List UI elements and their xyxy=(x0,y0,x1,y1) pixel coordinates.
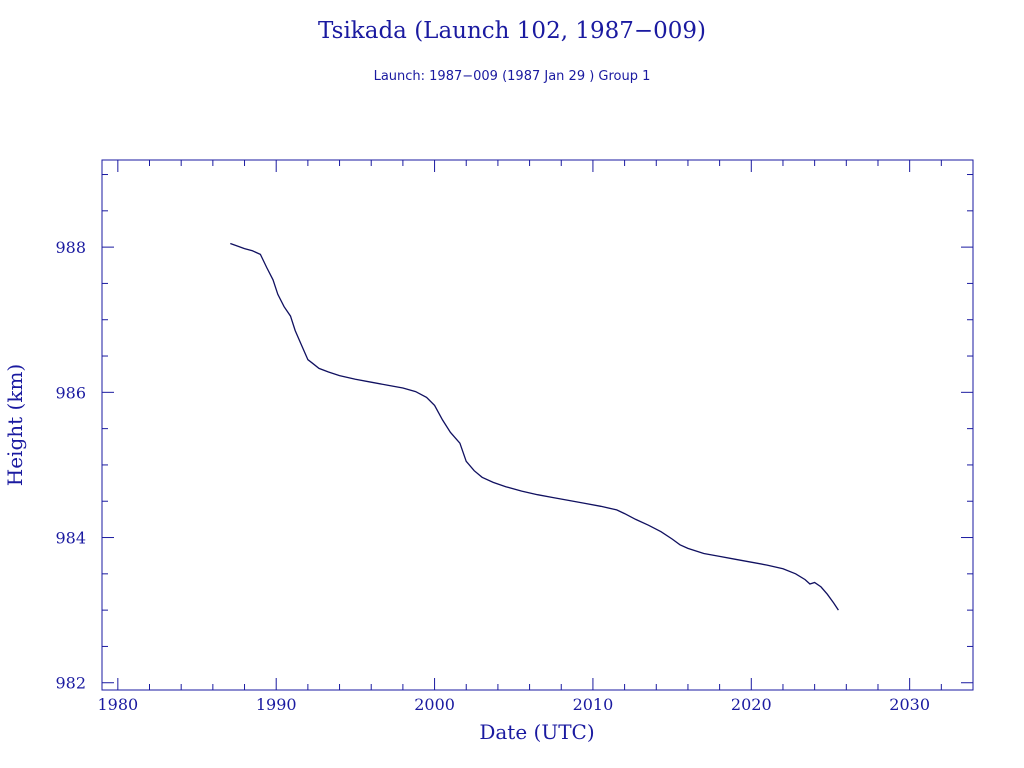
x-tick-label: 2000 xyxy=(414,695,455,714)
axis-ticks xyxy=(102,160,974,690)
chart-subtitle: Launch: 1987−009 (1987 Jan 29 ) Group 1 xyxy=(374,69,651,84)
x-tick-label: 1980 xyxy=(97,695,138,714)
y-tick-label: 982 xyxy=(55,674,86,693)
y-tick-label: 988 xyxy=(55,238,86,257)
chart-title: Tsikada (Launch 102, 1987−009) xyxy=(318,18,706,44)
x-tick-label: 2010 xyxy=(573,695,614,714)
x-tick-label: 1990 xyxy=(256,695,297,714)
x-axis-label: Date (UTC) xyxy=(479,720,594,744)
height-series-line xyxy=(230,242,839,611)
plot-frame xyxy=(101,159,974,691)
y-tick-label: 984 xyxy=(55,529,86,548)
y-tick-label: 986 xyxy=(55,383,86,402)
x-tick-label: 2030 xyxy=(889,695,930,714)
y-axis-label: Height (km) xyxy=(3,364,27,486)
x-tick-label: 2020 xyxy=(731,695,772,714)
axis-tick-labels: 1980 1990 2000 2010 2020 2030 982 984 986 988 xyxy=(55,238,930,714)
